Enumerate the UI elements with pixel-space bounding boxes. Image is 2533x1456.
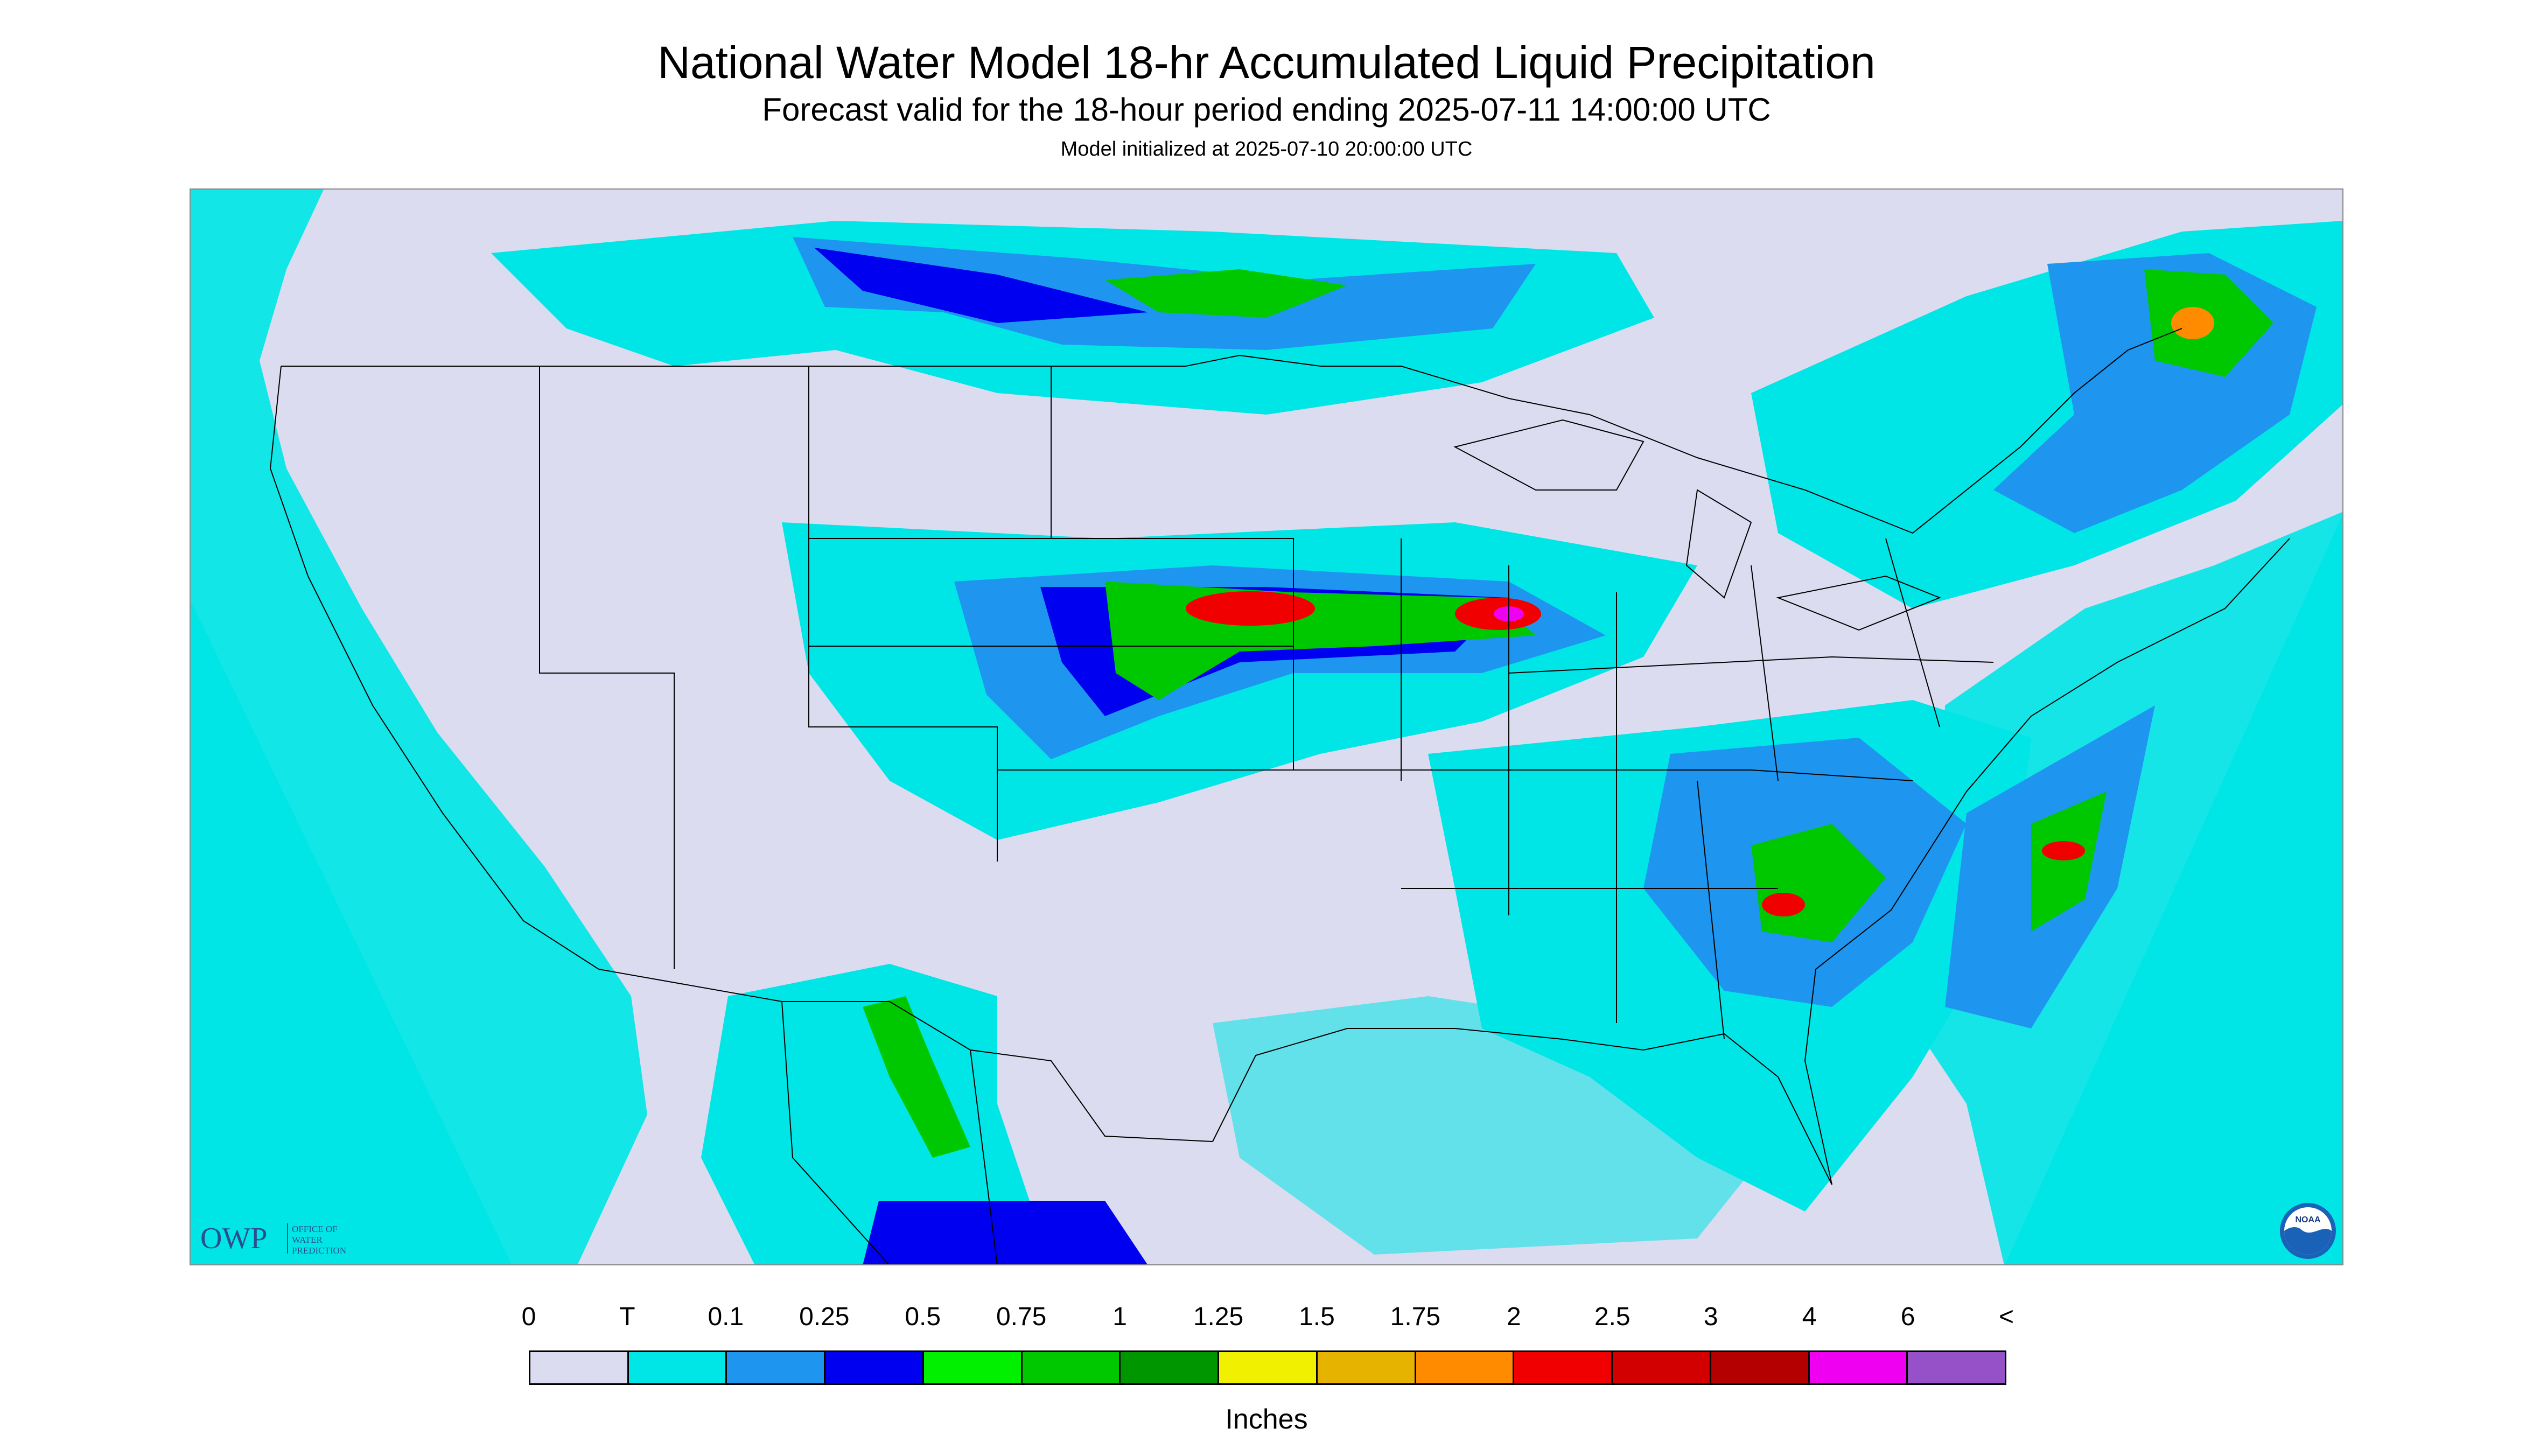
legend-swatch (1416, 1352, 1515, 1383)
us-canada-border (281, 328, 2182, 534)
trace-southwest-mexico (701, 964, 1051, 1265)
state-line-6 (1293, 769, 1913, 1040)
legend-tick-label: 0.75 (996, 1303, 1047, 1331)
state-line-1 (539, 366, 675, 969)
owp-logo-mark: OWP (200, 1222, 267, 1255)
legend-swatch (727, 1352, 826, 1383)
state-line-4 (809, 538, 1320, 771)
legend-tick-label: 2.5 (1594, 1303, 1631, 1331)
owp-logo-text-1: OFFICE OF (292, 1224, 338, 1234)
east-coast (1804, 538, 2290, 1185)
gulf-coast (1212, 1028, 1832, 1185)
legend-tick-label: 2 (1506, 1303, 1521, 1331)
legend-swatch (1121, 1352, 1220, 1383)
owp-logo-text-2: WATER (292, 1235, 323, 1245)
legend-colorbar (529, 1350, 2006, 1385)
extreme-rain-kansas-core (1186, 591, 1315, 626)
heavy-rain-northern-green (1105, 269, 1347, 318)
great-lakes (1453, 419, 1941, 631)
model-init-note: Model initialized at 2025-07-10 20:00:00… (1060, 138, 1473, 160)
heavy-rain-atlantic-green (2031, 792, 2107, 932)
mexico-interior (781, 1001, 998, 1265)
legend-tick-label: T (619, 1303, 635, 1331)
legend-tick-label: 6 (1900, 1303, 1915, 1331)
legend-swatch (1613, 1352, 1711, 1383)
legend-swatch (628, 1352, 727, 1383)
chart-title: National Water Model 18-hr Accumulated L… (657, 37, 1876, 88)
legend-swatch (530, 1352, 629, 1383)
legend-swatch (1219, 1352, 1318, 1383)
extreme-rain-southeast-red (1762, 893, 1805, 916)
atlantic-trace (1913, 512, 2343, 1265)
legend-swatch (1711, 1352, 1810, 1383)
legend-swatch (825, 1352, 924, 1383)
noaa-logo: NOAA (2279, 1202, 2337, 1260)
owp-logo: OWP OFFICE OF WATER PREDICTION (198, 1216, 370, 1259)
legend-tick-label: 0.5 (905, 1303, 941, 1331)
rain-band-northern-tier-core (814, 248, 1148, 323)
legend-tick-labels: 0 T 0.1 0.25 0.5 0.75 1 1.25 1.5 1.75 2 2.5 3 4 6 < (0, 1302, 2533, 1334)
legend-tick-label: 0 (521, 1303, 536, 1331)
trace-gulf (1213, 996, 1805, 1255)
legend-tick-label: 4 (1802, 1303, 1817, 1331)
legend-units: Inches (1225, 1404, 1308, 1435)
legend-tick-label: 0.25 (799, 1303, 850, 1331)
legend-tick-label: 0.1 (708, 1303, 744, 1331)
legend-tick-label: 1 (1112, 1303, 1127, 1331)
owp-logo-text-3: PREDICTION (292, 1245, 346, 1256)
legend-tick-label: < (1998, 1303, 2014, 1331)
map-frame (190, 188, 2343, 1265)
legend-swatch (1514, 1352, 1613, 1383)
state-line-2 (808, 366, 998, 862)
legend-tick-label: 1.5 (1299, 1303, 1335, 1331)
legend-tick-label: 1.75 (1390, 1303, 1441, 1331)
state-line-5 (1401, 538, 1617, 1023)
state-line-3 (1051, 366, 1294, 770)
chart-subtitle: Forecast valid for the 18-hour period en… (762, 92, 1771, 128)
heavy-rain-mexico-green (863, 996, 970, 1158)
extreme-rain-atlantic-red (2042, 841, 2085, 860)
legend-swatch (923, 1352, 1023, 1383)
precipitation-map (190, 188, 2343, 1265)
legend-swatch (1809, 1352, 1908, 1383)
west-coast (269, 366, 599, 970)
state-line-7 (1508, 538, 1994, 781)
legend-swatch (1317, 1352, 1416, 1383)
noaa-logo-text: NOAA (2295, 1215, 2321, 1224)
legend-tick-label: 1.25 (1193, 1303, 1244, 1331)
pacific-ocean-trace (190, 188, 647, 1265)
legend-swatch (1908, 1352, 2005, 1383)
boundary-lines (269, 328, 2290, 1265)
extreme-rain-northeast-orange (2171, 307, 2214, 339)
rain-band-mexico-south (863, 1201, 1148, 1265)
legend-tick-label: 3 (1703, 1303, 1718, 1331)
legend-swatch (1022, 1352, 1121, 1383)
